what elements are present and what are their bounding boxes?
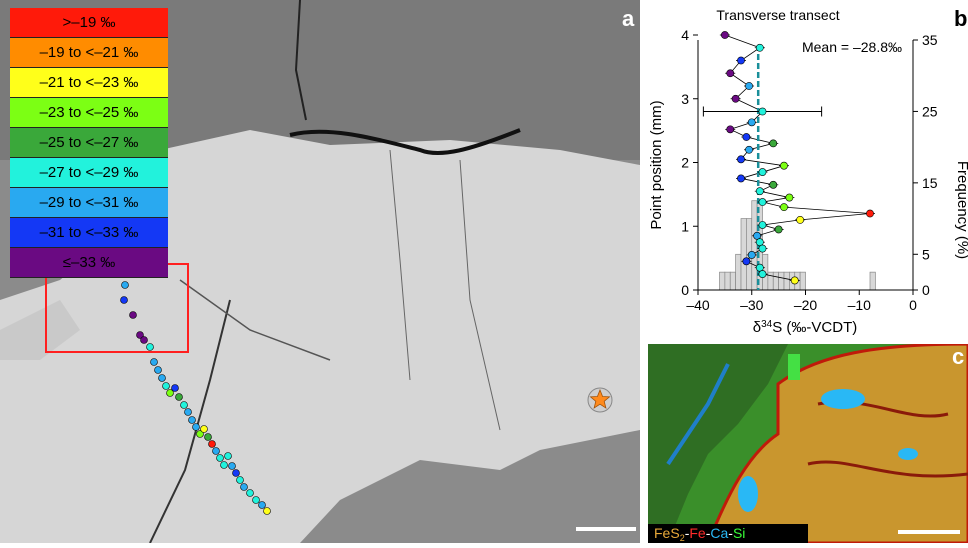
data-point <box>726 69 735 78</box>
x-tick-label: –30 <box>740 297 764 313</box>
data-point <box>774 225 783 234</box>
y2-tick-label: 35 <box>922 32 938 48</box>
data-point <box>866 209 874 218</box>
chart-title: Transverse transect <box>716 7 839 23</box>
scale-bar <box>576 527 636 531</box>
panel-b-chart: –40 –30 –20 –10 0 0 1 2 3 4 0 5 15 25 35 Transverse tr… <box>640 0 968 343</box>
data-point <box>742 133 751 141</box>
x-axis-label: δ34S (‰-VCDT) <box>753 319 857 337</box>
y2-tick-label: 15 <box>922 175 938 191</box>
map-label-background <box>648 524 808 543</box>
x-tick-label: –10 <box>848 297 872 313</box>
data-point <box>720 31 729 39</box>
data-point <box>745 82 753 90</box>
panel-a-letter: a <box>622 6 635 31</box>
data-point <box>745 145 753 154</box>
legend-item: –31 to <–33 ‰ <box>10 218 168 248</box>
y-axis-label: Point position (mm) <box>648 100 665 229</box>
data-point <box>737 174 745 183</box>
element-map-label: FeS2-Fe-Ca-Si <box>654 525 745 543</box>
data-point <box>785 193 794 202</box>
histogram-bar <box>724 271 731 291</box>
x-tick-label: –40 <box>686 297 710 313</box>
data-point <box>796 215 805 224</box>
legend-item: –23 to <–25 ‰ <box>10 98 168 128</box>
data-point <box>758 270 767 278</box>
y-tick-label: 3 <box>681 91 689 107</box>
legend-item: –29 to <–31 ‰ <box>10 188 168 218</box>
data-point <box>758 107 767 116</box>
data-point <box>747 118 756 127</box>
data-point <box>747 251 756 259</box>
legend-item: –19 to <–21 ‰ <box>10 38 168 68</box>
data-point <box>758 221 767 229</box>
legend-item: –21 to <–23 ‰ <box>10 68 168 98</box>
data-point <box>731 94 740 103</box>
panel-b-letter: b <box>954 6 967 31</box>
data-point <box>742 257 751 266</box>
y-tick-label: 0 <box>681 282 689 298</box>
y2-tick-label: 25 <box>922 103 938 119</box>
x-tick-label: 0 <box>909 297 917 313</box>
data-point <box>780 203 788 212</box>
histogram-bar <box>869 271 876 291</box>
panel-a-micrograph: >–19 ‰ –19 to <–21 ‰ –21 to <–23 ‰ –23 t… <box>0 0 640 544</box>
y2-axis-label: Frequency (%) <box>954 161 968 259</box>
data-point <box>758 244 767 253</box>
panel-c-letter: c <box>952 344 965 369</box>
legend-item: >–19 ‰ <box>10 8 168 38</box>
element-map-image: FeS2-Fe-Ca-Si <box>648 344 968 543</box>
data-point <box>737 56 745 65</box>
histogram-bar <box>751 200 758 291</box>
histogram-bar <box>783 271 790 291</box>
data-point <box>790 276 799 285</box>
legend: >–19 ‰ –19 to <–21 ‰ –21 to <–23 ‰ –23 t… <box>10 8 168 278</box>
data-point <box>769 139 778 148</box>
histogram-bar <box>778 271 785 291</box>
y-tick-label: 1 <box>681 218 689 234</box>
data-point <box>769 180 778 189</box>
legend-item: ≤–33 ‰ <box>10 248 168 278</box>
legend-item: –25 to <–27 ‰ <box>10 128 168 158</box>
x-tick-label: –20 <box>794 297 818 313</box>
histogram-bar <box>740 218 747 291</box>
mean-annotation: Mean = –28.8‰ <box>802 39 902 55</box>
transect-points <box>120 269 271 515</box>
scale-bar-c <box>898 530 960 534</box>
star-marker-icon <box>589 388 611 409</box>
data-point <box>755 187 764 196</box>
data-point <box>755 43 764 52</box>
data-point <box>758 168 767 176</box>
histogram-bar <box>735 253 742 291</box>
legend-item: –27 to <–29 ‰ <box>10 158 168 188</box>
data-point <box>758 198 767 206</box>
histogram-bar <box>799 271 806 291</box>
y-tick-label: 4 <box>681 27 689 43</box>
data-point <box>737 155 745 164</box>
histogram-bar <box>767 271 774 291</box>
histogram-bar <box>719 271 726 291</box>
panel-c-element-map: FeS2-Fe-Ca-Si c <box>648 344 968 543</box>
y2-tick-label: 5 <box>922 246 930 262</box>
histogram-bar <box>772 271 779 291</box>
data-point <box>780 161 788 170</box>
y-tick-label: 2 <box>681 155 689 171</box>
y2-tick-label: 0 <box>922 282 930 298</box>
data-point <box>726 125 735 134</box>
histogram-bar <box>729 271 736 291</box>
